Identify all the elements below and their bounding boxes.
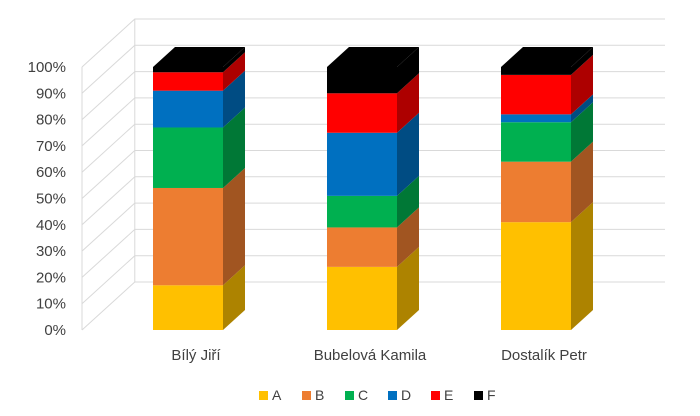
bar-front <box>327 67 397 94</box>
bar-side <box>571 47 593 75</box>
bar-front <box>153 127 223 188</box>
bar-side <box>223 167 245 286</box>
legend-swatch <box>345 391 354 400</box>
bar-segment <box>501 94 593 123</box>
gridlines <box>81 18 665 331</box>
bar-segment <box>327 175 419 228</box>
bar-front <box>327 132 397 196</box>
bar-front <box>327 227 397 267</box>
y-tick-label: 40% <box>36 217 66 234</box>
bar-side <box>223 47 245 73</box>
bar-segment <box>153 107 245 188</box>
bar-side <box>397 175 419 228</box>
y-axis-ticks: 0% 10% 20% 30% 40% 50% 60% 70% 80% 90% 100% <box>28 59 66 339</box>
legend-item: B <box>302 387 324 403</box>
bar-segment <box>153 52 245 91</box>
y-tick-label: 100% <box>28 59 66 76</box>
legend-item: C <box>345 387 368 403</box>
y-tick-label: 60% <box>36 164 66 181</box>
bar-stack <box>501 47 593 330</box>
x-category-label: Dostalík Petr <box>501 347 587 364</box>
bar-front <box>153 285 223 330</box>
bar-front <box>153 187 223 286</box>
bar-segment <box>327 47 419 94</box>
legend-item: E <box>431 387 453 403</box>
bar-segment <box>501 202 593 330</box>
bar-segment <box>501 141 593 223</box>
bar-side <box>223 52 245 91</box>
y-tick-label: 80% <box>36 112 66 129</box>
bar-front <box>327 195 397 228</box>
bars: Bílý Jiří Bubelová Kamila Dostalík Petr <box>153 47 593 364</box>
bar-stack <box>153 47 245 330</box>
bar-side <box>571 102 593 162</box>
legend-label: F <box>487 387 496 403</box>
bar-segment <box>501 47 593 75</box>
y-tick-label: 10% <box>36 296 66 313</box>
x-category-label: Bubelová Kamila <box>314 347 427 364</box>
bar-top <box>153 47 245 67</box>
bar-front <box>153 72 223 91</box>
bar-side <box>223 107 245 188</box>
bar-segment <box>153 47 245 73</box>
bar-front <box>153 67 223 73</box>
y-tick-label: 70% <box>36 138 66 155</box>
bar-side <box>223 265 245 330</box>
legend-label: D <box>401 387 411 403</box>
legend-swatch <box>474 391 483 400</box>
bar-front <box>327 266 397 330</box>
y-tick-label: 20% <box>36 269 66 286</box>
bar-side <box>571 202 593 330</box>
legend-swatch <box>302 391 311 400</box>
bar-front <box>501 114 571 123</box>
bar-top <box>501 47 593 67</box>
bar-segment <box>327 73 419 133</box>
bar-front <box>501 222 571 330</box>
legend: A B C D E F <box>259 387 496 403</box>
bar-side <box>397 112 419 196</box>
bar-segment <box>501 54 593 115</box>
legend-label: E <box>444 387 453 403</box>
bar-segment <box>327 246 419 330</box>
bar-side <box>397 73 419 133</box>
x-category-label: Bílý Jiří <box>171 347 221 364</box>
bar-side <box>397 47 419 94</box>
bar-side <box>397 207 419 267</box>
bar-side <box>397 246 419 330</box>
bar-side <box>571 94 593 123</box>
bar-front <box>501 67 571 75</box>
bar-segment <box>153 70 245 128</box>
legend-swatch <box>388 391 397 400</box>
legend-label: C <box>358 387 368 403</box>
bar-top <box>327 47 419 67</box>
y-tick-label: 0% <box>44 322 66 339</box>
bar-segment <box>153 265 245 330</box>
legend-swatch <box>431 391 440 400</box>
bar-side <box>571 141 593 223</box>
bar-segment <box>153 167 245 286</box>
y-tick-label: 50% <box>36 191 66 208</box>
legend-item: A <box>259 387 282 403</box>
bar-front <box>153 90 223 128</box>
bar-stack <box>327 47 419 330</box>
bar-front <box>327 93 397 133</box>
bar-segment <box>501 102 593 162</box>
y-tick-label: 90% <box>36 85 66 102</box>
bar-side <box>223 70 245 128</box>
legend-label: A <box>272 387 282 403</box>
bar-front <box>501 74 571 115</box>
bar-front <box>501 122 571 162</box>
legend-item: D <box>388 387 411 403</box>
legend-item: F <box>474 387 496 403</box>
bar-front <box>501 161 571 223</box>
bar-segment <box>327 207 419 267</box>
legend-swatch <box>259 391 268 400</box>
bar-side <box>571 54 593 115</box>
y-tick-label: 30% <box>36 243 66 260</box>
legend-label: B <box>315 387 324 403</box>
bar-segment <box>327 112 419 196</box>
